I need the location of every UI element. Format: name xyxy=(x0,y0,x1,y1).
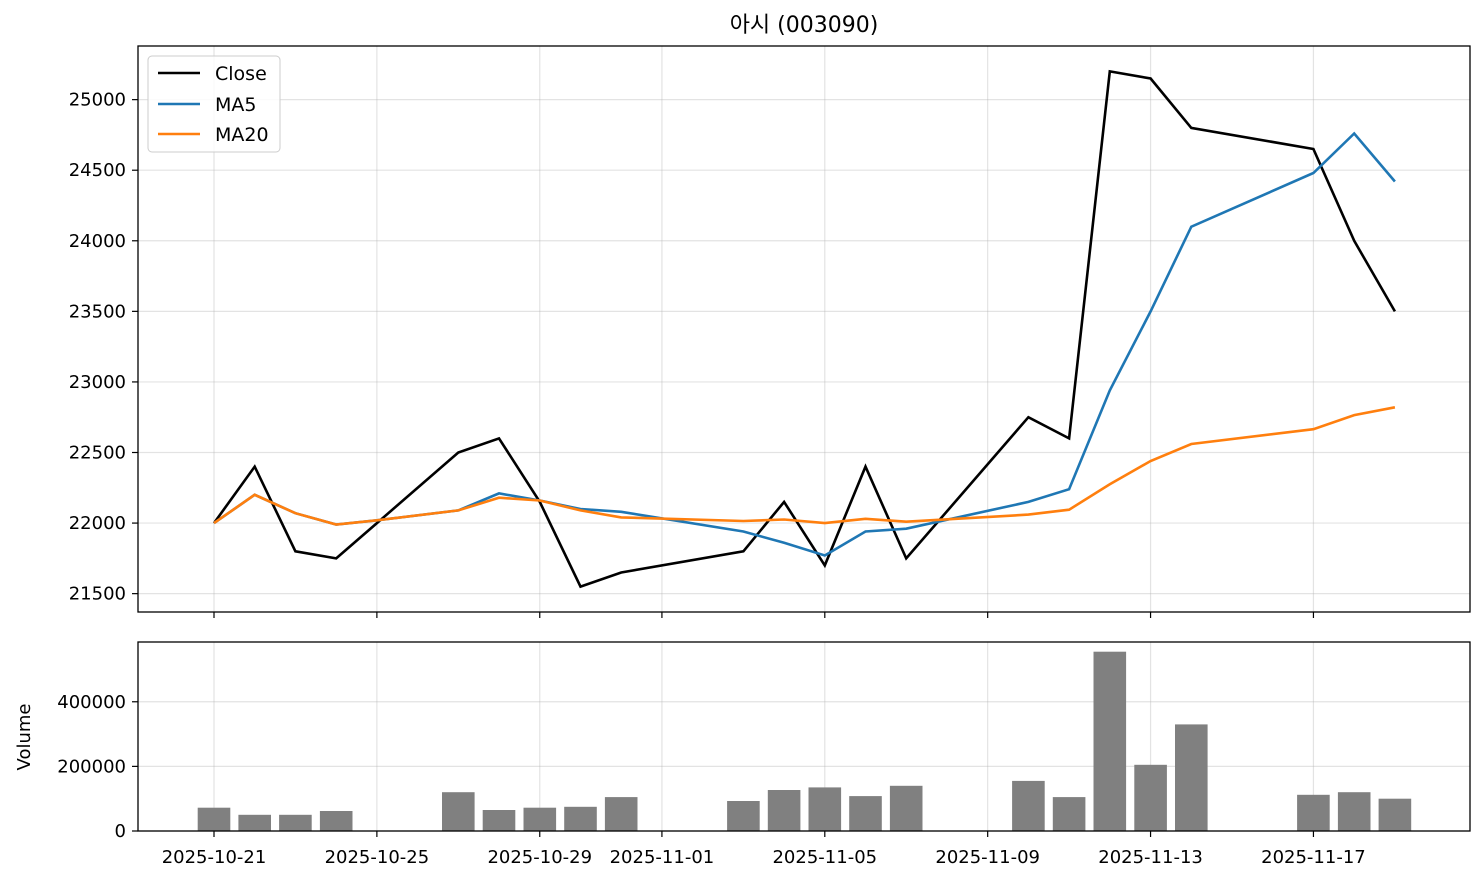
price-panel: 21500 22000 22500 23000 23500 24000 24500 25000… xyxy=(69,13,1471,618)
volume-bar xyxy=(808,787,842,831)
volume-bar xyxy=(767,790,801,831)
price-y-tick-label: 22500 xyxy=(69,443,126,464)
price-y-tick-label: 24500 xyxy=(69,160,126,181)
volume-x-tick-label: 2025-11-13 xyxy=(1098,847,1203,868)
price-x-ticks xyxy=(213,612,1315,618)
volume-x-tick-label: 2025-10-25 xyxy=(325,847,430,868)
volume-bar xyxy=(849,796,882,831)
volume-axes-frame xyxy=(137,641,1471,832)
volume-x-ticks: 2025-10-21 2025-10-25 2025-10-29 2025-11-01… xyxy=(162,831,1366,868)
volume-bar xyxy=(1012,780,1045,831)
volume-bars xyxy=(197,651,1412,831)
volume-bar xyxy=(279,814,312,831)
volume-bar xyxy=(1378,798,1412,831)
volume-x-tick-label: 2025-11-01 xyxy=(610,847,715,868)
volume-bar xyxy=(889,785,923,831)
legend-box xyxy=(147,55,281,153)
volume-bar xyxy=(1093,651,1127,831)
volume-bar xyxy=(1175,724,1208,831)
volume-x-tick-label: 2025-10-29 xyxy=(487,847,592,868)
volume-x-tick-label: 2025-10-21 xyxy=(162,847,267,868)
volume-bar xyxy=(523,807,557,831)
legend: Close MA5 MA20 xyxy=(147,55,281,153)
price-y-ticks: 21500 22000 22500 23000 23500 24000 24500 25000 xyxy=(69,90,138,605)
volume-bar xyxy=(604,797,638,831)
price-y-tick-label: 25000 xyxy=(69,90,126,111)
volume-bar xyxy=(482,810,516,831)
series-line-close xyxy=(212,69,1397,589)
legend-label-close: Close xyxy=(215,63,267,85)
price-y-tick-label: 22000 xyxy=(69,513,126,534)
volume-bar xyxy=(1297,794,1330,831)
chart-title: 아시 (003090) xyxy=(730,13,879,38)
volume-y-tick-label: 400000 xyxy=(57,692,126,713)
price-y-tick-label: 23500 xyxy=(69,301,126,322)
legend-label-ma5: MA5 xyxy=(215,94,256,116)
volume-bar xyxy=(1337,792,1371,831)
volume-x-tick-label: 2025-11-09 xyxy=(935,847,1040,868)
price-series-lines xyxy=(212,69,1397,589)
volume-bar xyxy=(1134,764,1167,831)
price-y-tick-label: 24000 xyxy=(69,231,126,252)
volume-bar xyxy=(442,792,475,831)
volume-bar xyxy=(238,814,271,831)
volume-y-tick-label: 200000 xyxy=(57,756,126,777)
volume-x-tick-label: 2025-11-17 xyxy=(1261,847,1366,868)
volume-bar xyxy=(1052,797,1086,831)
volume-bar xyxy=(197,807,231,831)
volume-y-axis-label: Volume xyxy=(14,704,35,771)
price-y-tick-label: 21500 xyxy=(69,584,126,605)
legend-label-ma20: MA20 xyxy=(215,124,269,146)
volume-bar xyxy=(727,801,760,831)
volume-y-tick-label: 0 xyxy=(115,821,126,842)
volume-bar xyxy=(564,806,597,831)
volume-y-ticks: 0 200000 400000 xyxy=(57,692,138,842)
volume-x-tick-label: 2025-11-05 xyxy=(772,847,877,868)
volume-bar xyxy=(319,811,353,831)
series-line-ma20 xyxy=(213,406,1396,526)
price-y-tick-label: 23000 xyxy=(69,372,126,393)
price-axes-frame xyxy=(137,45,1471,613)
